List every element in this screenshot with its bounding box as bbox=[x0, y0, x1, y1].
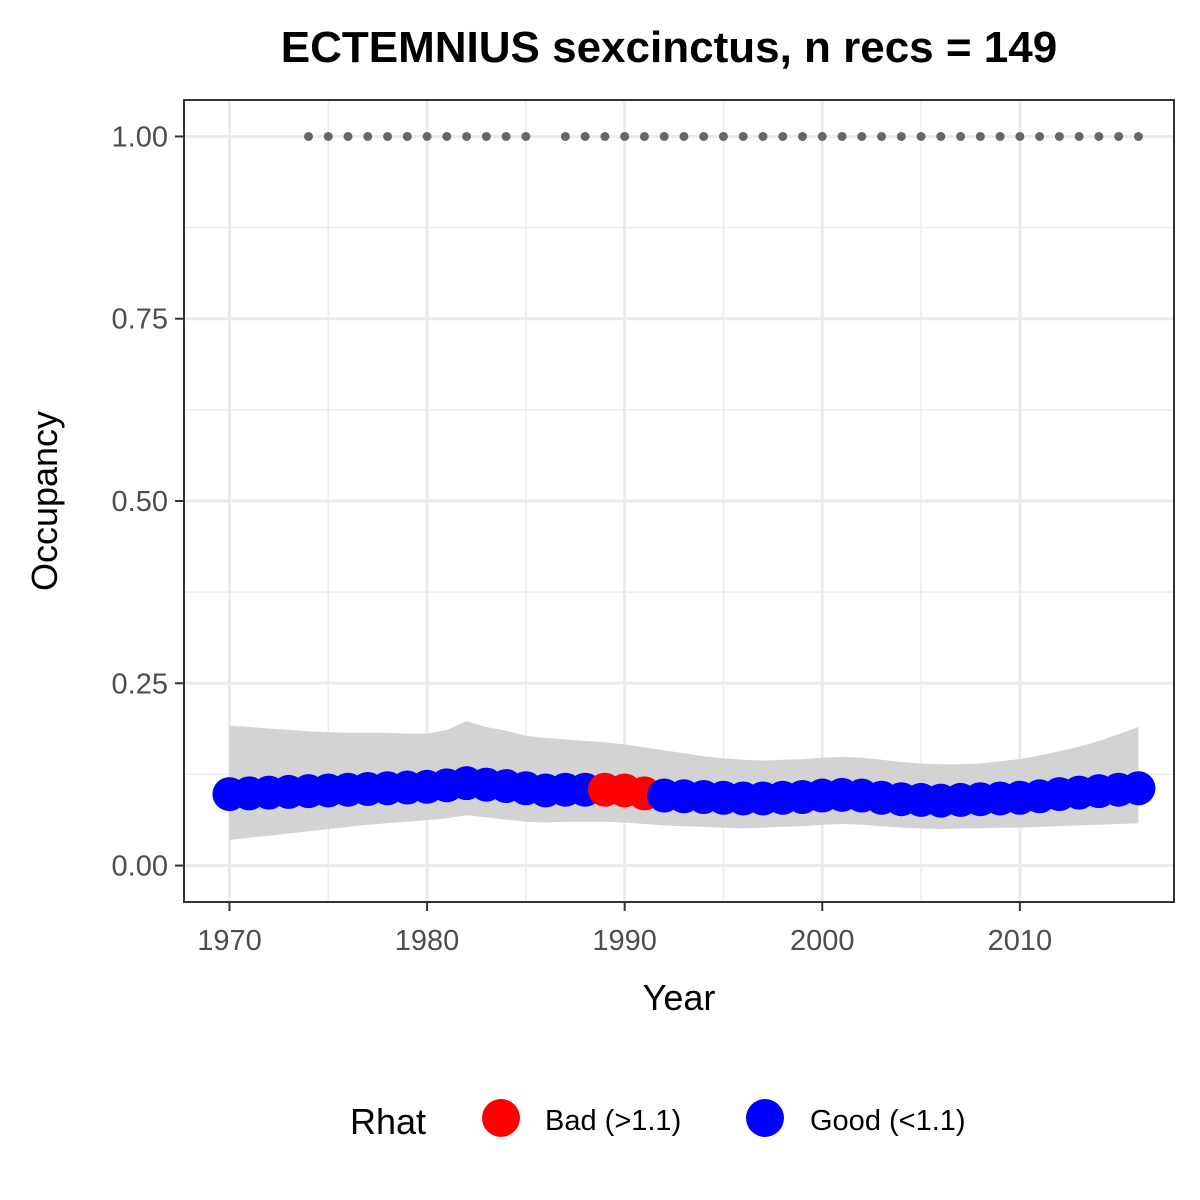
record-dot bbox=[936, 131, 946, 141]
record-dot bbox=[422, 131, 432, 141]
y-tick-label: 0.50 bbox=[112, 486, 168, 518]
record-dot bbox=[402, 131, 412, 141]
x-tick-label: 1970 bbox=[197, 925, 262, 957]
legend-label-bad: Bad (>1.1) bbox=[545, 1105, 681, 1137]
record-dot bbox=[896, 131, 906, 141]
record-dot bbox=[956, 131, 966, 141]
record-dot bbox=[462, 131, 472, 141]
record-dot bbox=[442, 131, 452, 141]
legend-label-good: Good (<1.1) bbox=[810, 1105, 966, 1137]
y-tick-label: 0.25 bbox=[112, 668, 168, 700]
record-dot bbox=[1035, 131, 1045, 141]
record-dot bbox=[857, 131, 867, 141]
record-dot bbox=[975, 131, 985, 141]
occupancy-points bbox=[212, 766, 1156, 818]
record-dot bbox=[580, 131, 590, 141]
x-tick-label: 1980 bbox=[395, 925, 460, 957]
x-tick-label: 2000 bbox=[790, 925, 855, 957]
x-axis-title: Year bbox=[643, 977, 716, 1018]
record-dot bbox=[363, 131, 373, 141]
occupancy-point bbox=[1121, 771, 1156, 806]
y-tick-label: 0.75 bbox=[112, 304, 168, 336]
legend-key-bad bbox=[482, 1099, 520, 1137]
record-dot bbox=[778, 131, 788, 141]
legend-key-good bbox=[746, 1099, 784, 1137]
record-dot bbox=[1054, 131, 1064, 141]
y-tick-label: 1.00 bbox=[112, 121, 168, 153]
record-dot bbox=[600, 131, 610, 141]
record-dot bbox=[501, 131, 511, 141]
record-dot bbox=[659, 131, 669, 141]
record-dot bbox=[560, 131, 570, 141]
record-dot bbox=[481, 131, 491, 141]
record-dot bbox=[679, 131, 689, 141]
y-tick-label: 0.00 bbox=[112, 851, 168, 883]
record-dot bbox=[837, 131, 847, 141]
y-axis: 0.00 0.25 0.50 0.75 1.00 bbox=[112, 121, 184, 883]
record-dot bbox=[1015, 131, 1025, 141]
record-dot bbox=[916, 131, 926, 141]
x-axis: 1970 1980 1990 2000 2010 bbox=[197, 902, 1052, 957]
record-dot bbox=[1133, 131, 1143, 141]
y-axis-title: Occupancy bbox=[24, 411, 65, 591]
record-dot bbox=[343, 131, 353, 141]
record-dot bbox=[738, 131, 748, 141]
record-dot bbox=[323, 131, 333, 141]
record-dot bbox=[699, 131, 709, 141]
record-dot bbox=[758, 131, 768, 141]
x-tick-label: 2010 bbox=[988, 925, 1053, 957]
record-dot bbox=[798, 131, 808, 141]
record-dot bbox=[877, 131, 887, 141]
record-dot bbox=[1094, 131, 1104, 141]
record-dot bbox=[1114, 131, 1124, 141]
record-dot bbox=[1074, 131, 1084, 141]
record-dot bbox=[521, 131, 531, 141]
record-dots bbox=[303, 131, 1143, 141]
record-dot bbox=[718, 131, 728, 141]
record-dot bbox=[303, 131, 313, 141]
record-dot bbox=[995, 131, 1005, 141]
legend-title: Rhat bbox=[350, 1101, 426, 1142]
legend: Rhat Bad (>1.1) Good (<1.1) bbox=[350, 1099, 966, 1142]
chart-title: ECTEMNIUS sexcinctus, n recs = 149 bbox=[281, 23, 1057, 72]
record-dot bbox=[639, 131, 649, 141]
record-dot bbox=[817, 131, 827, 141]
x-tick-label: 1990 bbox=[592, 925, 657, 957]
record-dot bbox=[383, 131, 393, 141]
record-dot bbox=[620, 131, 630, 141]
